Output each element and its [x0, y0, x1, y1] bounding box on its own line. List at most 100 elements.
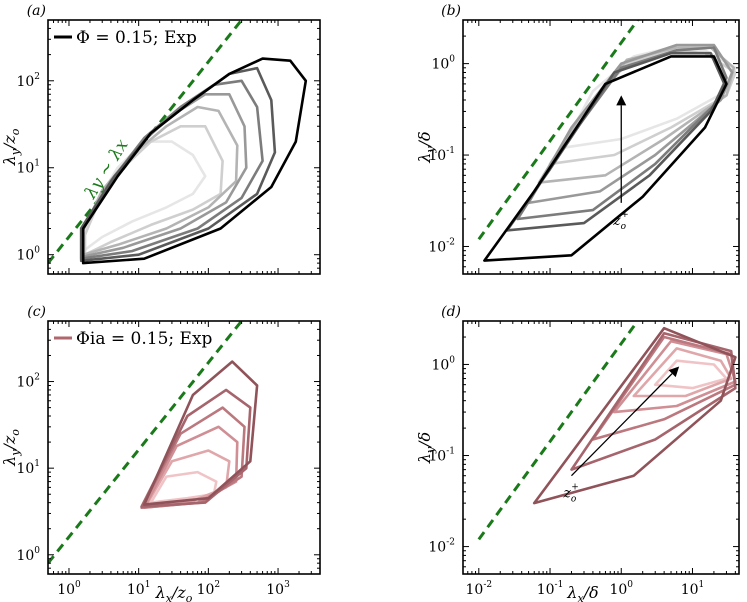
y-axis-label-slash: /z: [0, 435, 19, 451]
y-tick-label: 100: [16, 546, 40, 564]
contour-line-5: [516, 46, 728, 221]
y-tick-label: 100: [16, 246, 40, 264]
tick-base: 10: [16, 248, 34, 264]
plot-area: [48, 321, 259, 565]
y-tick-label: 10-1: [428, 447, 455, 465]
x-axis-label-sub: x: [166, 592, 173, 602]
tick-exponent: 0: [75, 580, 81, 590]
trend-line: [48, 321, 243, 565]
panel-label: (d): [441, 304, 461, 320]
trend-line: [477, 321, 639, 541]
tick-base: 10: [16, 375, 34, 391]
x-tick-label: 100: [609, 580, 633, 598]
plot-area: [477, 321, 737, 541]
zo-arrow-label-sup: +: [571, 483, 579, 493]
y-tick-label: 100: [431, 355, 455, 373]
y-axis-label-lambda: λ: [415, 153, 434, 164]
tick-base: 10: [609, 582, 627, 598]
contour-line-5: [140, 388, 252, 508]
zo-arrow-label: zo +: [562, 483, 578, 505]
x-axis-label-lambda: λ: [566, 583, 577, 602]
zo-arrow-label-sub: o: [621, 222, 627, 232]
x-axis-label-sub: x: [577, 592, 584, 602]
tick-exponent: -1: [555, 580, 564, 590]
tick-exponent: -2: [483, 580, 492, 590]
tick-base: 10: [428, 148, 446, 164]
x-axis-label-slash: /δ: [582, 583, 599, 602]
contour-line-7: [483, 55, 728, 262]
tick-base: 10: [681, 582, 699, 598]
contour-line-7: [81, 57, 308, 265]
y-axis-label-lambda: λ: [0, 155, 19, 166]
zo-arrow-label-base: z: [562, 486, 571, 502]
tick-exponent: -1: [446, 447, 455, 457]
y-axis-label-sub: y: [9, 148, 22, 156]
y-axis-label: λy/δ: [415, 432, 437, 464]
tick-exponent: 1: [34, 159, 40, 169]
tick-exponent: 0: [627, 580, 633, 590]
tick-exponent: 2: [34, 373, 40, 383]
x-axis-label: λx/zo: [155, 583, 193, 602]
y-tick-label: 10-2: [428, 237, 455, 255]
y-tick-label: 101: [16, 459, 40, 477]
tick-base: 10: [16, 548, 34, 564]
zo-arrow-shaft: [571, 373, 673, 477]
zo-arrow-label-base: z: [612, 213, 621, 229]
y-axis-label-sub2: o: [9, 429, 22, 436]
tick-base: 10: [431, 57, 449, 73]
contour-line-3: [81, 105, 239, 256]
axes-frame: [47, 19, 321, 275]
contour-line-6: [142, 360, 259, 506]
contour-line-6: [79, 66, 277, 263]
tick-base: 10: [428, 540, 446, 556]
x-axis-label-lambda: λ: [155, 583, 166, 602]
tick-base: 10: [266, 582, 284, 598]
panel-label: (b): [441, 3, 461, 19]
tick-base: 10: [16, 74, 34, 90]
tick-base: 10: [16, 461, 34, 477]
tick-base: 10: [465, 582, 483, 598]
y-axis-label: λy/zo: [0, 128, 22, 166]
tick-exponent: 0: [449, 355, 455, 365]
y-axis-label-lambda: λ: [415, 453, 434, 464]
contour-line-1: [561, 46, 737, 150]
tick-base: 10: [537, 582, 555, 598]
tick-base: 10: [57, 582, 75, 598]
legend-label: Φia = 0.15; Exp: [76, 329, 213, 349]
y-axis-label: λy/zo: [0, 429, 22, 467]
contour-line-1: [149, 470, 218, 504]
contour-line-2: [632, 347, 733, 398]
tick-base: 10: [428, 449, 446, 465]
axes-frame: [462, 19, 740, 275]
zo-arrow-label-sub: o: [571, 495, 577, 505]
x-tick-label: 102: [197, 580, 221, 598]
tick-exponent: 2: [214, 580, 220, 590]
y-axis-label-slash: /δ: [415, 131, 434, 148]
y-tick-label: 10-1: [428, 146, 455, 164]
y-axis-label-sub2: o: [9, 128, 22, 135]
y-axis-label-sub: y: [9, 449, 22, 457]
y-tick-label: 10-2: [428, 538, 455, 556]
tick-exponent: 0: [34, 246, 40, 256]
y-axis-label-slash: /δ: [415, 432, 434, 449]
tick-exponent: -1: [446, 146, 455, 156]
contour-line-3: [142, 425, 239, 509]
tick-base: 10: [127, 582, 145, 598]
y-tick-label: 102: [16, 373, 40, 391]
plot-area: [48, 20, 308, 265]
legend-label: Φ = 0.15; Exp: [76, 28, 197, 48]
trend-line: [477, 20, 639, 241]
zo-arrow-head: [668, 366, 680, 378]
x-tick-label: 10-1: [537, 580, 564, 598]
tick-exponent: 0: [34, 546, 40, 556]
tick-exponent: 1: [34, 459, 40, 469]
x-tick-label: 103: [266, 580, 290, 598]
zo-arrow-head: [616, 95, 627, 106]
tick-exponent: 1: [145, 580, 151, 590]
tick-exponent: 1: [699, 580, 705, 590]
y-axis-label-sub: y: [424, 446, 437, 454]
